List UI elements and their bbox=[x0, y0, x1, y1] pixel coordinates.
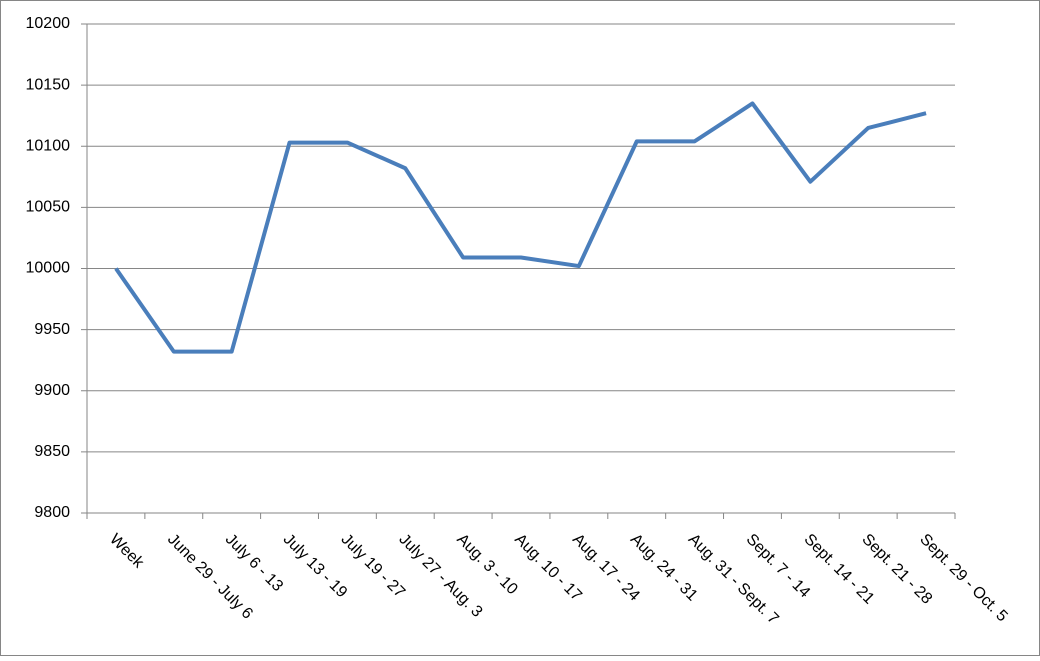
y-tick-label: 10150 bbox=[26, 76, 71, 93]
y-tick-label: 9850 bbox=[34, 443, 70, 460]
line-series bbox=[114, 101, 927, 354]
y-tick-label: 10100 bbox=[26, 137, 71, 154]
y-tick-label: 10200 bbox=[26, 15, 71, 32]
y-tick-label: 10050 bbox=[26, 199, 71, 216]
y-tick-label: 10000 bbox=[26, 260, 71, 277]
y-tick-label: 9800 bbox=[34, 504, 70, 521]
y-tick-label: 9900 bbox=[34, 382, 70, 399]
y-tick-label: 9950 bbox=[34, 321, 70, 338]
